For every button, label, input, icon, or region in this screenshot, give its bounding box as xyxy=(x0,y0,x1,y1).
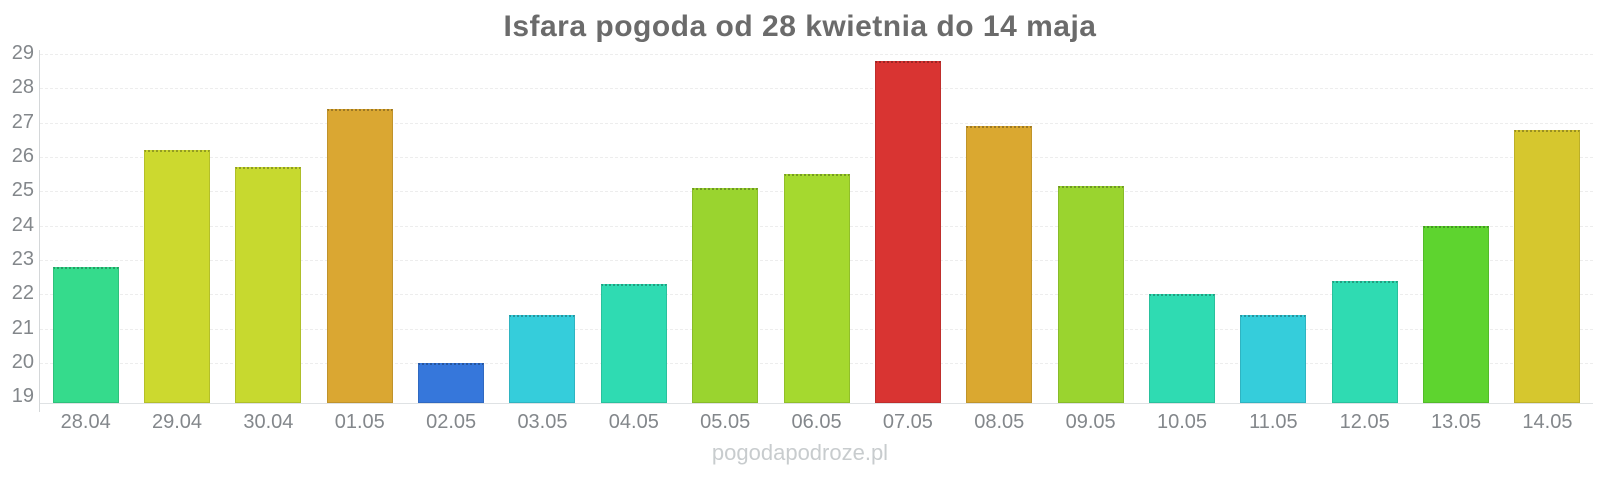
bar-slot-28.04 xyxy=(40,45,131,403)
x-tick-label-07.05: 07.05 xyxy=(882,411,933,433)
y-tick-label-20: 20 xyxy=(11,350,34,373)
y-tick-label-28: 28 xyxy=(11,76,34,99)
bar-08.05[interactable] xyxy=(966,126,1033,403)
bar-slot-07.05 xyxy=(862,45,953,403)
bar-28.04[interactable] xyxy=(52,266,119,403)
y-tick-label-27: 27 xyxy=(11,110,34,133)
bar-12.05[interactable] xyxy=(1331,280,1398,403)
y-tick-label-24: 24 xyxy=(11,213,34,236)
x-tick-label-29.04: 29.04 xyxy=(152,411,203,433)
x-tick-label-14.05: 14.05 xyxy=(1522,411,1573,433)
bar-04.05[interactable] xyxy=(600,283,667,403)
bar-slot-03.05 xyxy=(497,45,588,403)
plot-area xyxy=(40,45,1593,404)
y-tick-label-21: 21 xyxy=(11,316,34,339)
bar-30.04[interactable] xyxy=(235,167,302,403)
x-tick-label-01.05: 01.05 xyxy=(334,411,385,433)
y-tick-label-22: 22 xyxy=(11,282,34,305)
x-tick-label-11.05: 11.05 xyxy=(1249,411,1298,433)
bar-03.05[interactable] xyxy=(509,314,576,403)
bar-slot-02.05 xyxy=(405,45,496,403)
y-tick-label-23: 23 xyxy=(11,247,34,270)
bar-slot-30.04 xyxy=(223,45,314,403)
bar-slot-13.05 xyxy=(1410,45,1501,403)
bar-02.05[interactable] xyxy=(418,362,485,403)
bar-10.05[interactable] xyxy=(1148,294,1215,403)
bar-slot-04.05 xyxy=(588,45,679,403)
x-tick-label-02.05: 02.05 xyxy=(426,411,477,433)
bar-slot-06.05 xyxy=(771,45,862,403)
bar-06.05[interactable] xyxy=(783,174,850,403)
bar-slot-01.05 xyxy=(314,45,405,403)
bars-row xyxy=(40,45,1593,403)
x-tick-label-13.05: 13.05 xyxy=(1431,411,1482,433)
x-tick-label-03.05: 03.05 xyxy=(517,411,568,433)
gridline-26 xyxy=(40,157,1593,159)
x-tick-label-06.05: 06.05 xyxy=(791,411,842,433)
bar-13.05[interactable] xyxy=(1423,225,1490,403)
gridline-28 xyxy=(40,88,1593,90)
bar-09.05[interactable] xyxy=(1057,186,1124,403)
bar-slot-14.05 xyxy=(1502,45,1593,403)
x-tick-label-08.05: 08.05 xyxy=(974,411,1025,433)
bar-01.05[interactable] xyxy=(326,109,393,403)
x-tick-label-09.05: 09.05 xyxy=(1065,411,1116,433)
bar-11.05[interactable] xyxy=(1240,314,1307,403)
x-tick-label-05.05: 05.05 xyxy=(700,411,751,433)
y-tick-label-19: 19 xyxy=(11,385,34,408)
y-axis-line xyxy=(39,50,40,412)
bar-slot-09.05 xyxy=(1045,45,1136,403)
bar-slot-05.05 xyxy=(680,45,771,403)
x-tick-label-12.05: 12.05 xyxy=(1339,411,1390,433)
gridline-27 xyxy=(40,122,1593,124)
x-tick-label-10.05: 10.05 xyxy=(1156,411,1208,433)
bar-slot-08.05 xyxy=(954,45,1045,403)
y-tick-label-25: 25 xyxy=(11,179,34,202)
x-tick-label-30.04: 30.04 xyxy=(243,411,294,433)
bar-slot-11.05 xyxy=(1228,45,1319,403)
x-tick-label-04.05: 04.05 xyxy=(608,411,659,433)
watermark: pogodapodroze.pl xyxy=(711,440,889,465)
gridline-29 xyxy=(40,54,1593,56)
chart-title: Isfara pogoda od 28 kwietnia do 14 maja xyxy=(503,10,1097,43)
bar-14.05[interactable] xyxy=(1514,129,1581,403)
x-tick-label-28.04: 28.04 xyxy=(60,411,111,433)
bar-29.04[interactable] xyxy=(144,150,211,403)
bar-slot-12.05 xyxy=(1319,45,1410,403)
y-tick-label-26: 26 xyxy=(11,145,34,168)
y-tick-label-29: 29 xyxy=(11,42,34,65)
bar-05.05[interactable] xyxy=(692,187,759,403)
bar-slot-10.05 xyxy=(1136,45,1227,403)
bar-slot-29.04 xyxy=(131,45,222,403)
bar-07.05[interactable] xyxy=(874,61,941,403)
x-axis: 28.04 29.04 30.04 01.05 02.05 03.05 04.05 05.05… xyxy=(40,410,1593,434)
y-axis: 19 20 21 22 23 24 25 26 27 28 29 xyxy=(0,0,34,480)
